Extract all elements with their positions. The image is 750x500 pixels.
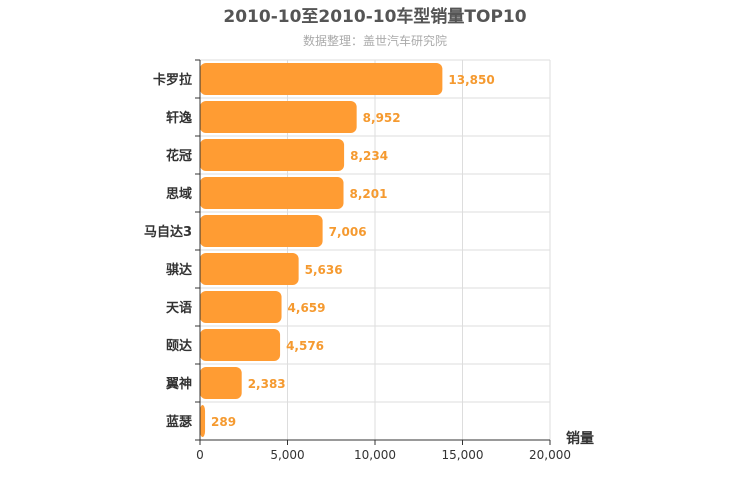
x-tick-label: 10,000 (354, 448, 396, 462)
data-label: 2,383 (248, 377, 286, 391)
bar[interactable] (200, 253, 299, 285)
category-label: 轩逸 (166, 110, 192, 126)
chart-subtitle: 数据整理：盖世汽车研究院 (303, 33, 447, 48)
x-tick-label: 0 (196, 448, 204, 462)
data-label: 7,006 (329, 225, 367, 239)
data-label: 5,636 (305, 263, 343, 277)
bar[interactable] (200, 139, 345, 171)
category-label: 天语 (166, 301, 192, 316)
bar[interactable] (200, 405, 206, 437)
data-label: 13,850 (448, 73, 494, 87)
chart-title: 2010-10至2010-10车型销量TOP10 (223, 6, 526, 27)
bar[interactable] (200, 177, 344, 209)
category-label: 卡罗拉 (153, 72, 192, 88)
x-axis-label: 销量 (566, 430, 594, 447)
bar[interactable] (200, 291, 282, 323)
category-label: 思域 (166, 186, 192, 202)
data-label: 4,659 (288, 301, 326, 315)
category-label: 翼神 (165, 376, 192, 392)
data-label: 8,201 (350, 187, 388, 201)
data-label: 289 (211, 415, 236, 429)
data-label: 8,952 (363, 111, 401, 125)
bar[interactable] (200, 215, 323, 247)
bar[interactable] (200, 63, 443, 95)
category-label: 颐达 (166, 338, 192, 354)
bar[interactable] (200, 367, 242, 399)
x-tick-label: 20,000 (529, 448, 571, 462)
data-label: 8,234 (350, 149, 388, 163)
x-tick-label: 5,000 (270, 448, 304, 462)
bar[interactable] (200, 101, 357, 133)
category-label: 花冠 (166, 148, 192, 164)
data-label: 4,576 (286, 339, 324, 353)
category-label: 蓝瑟 (166, 414, 192, 430)
category-label: 马自达3 (144, 224, 192, 240)
category-label: 骐达 (166, 262, 192, 278)
bars: 13,850 8,952 8,234 8,201 7,006 5,636 4,659 4,57… (200, 63, 495, 437)
grid-lines (200, 59, 551, 441)
x-tick-label: 15,000 (442, 448, 484, 462)
bar[interactable] (200, 329, 281, 361)
